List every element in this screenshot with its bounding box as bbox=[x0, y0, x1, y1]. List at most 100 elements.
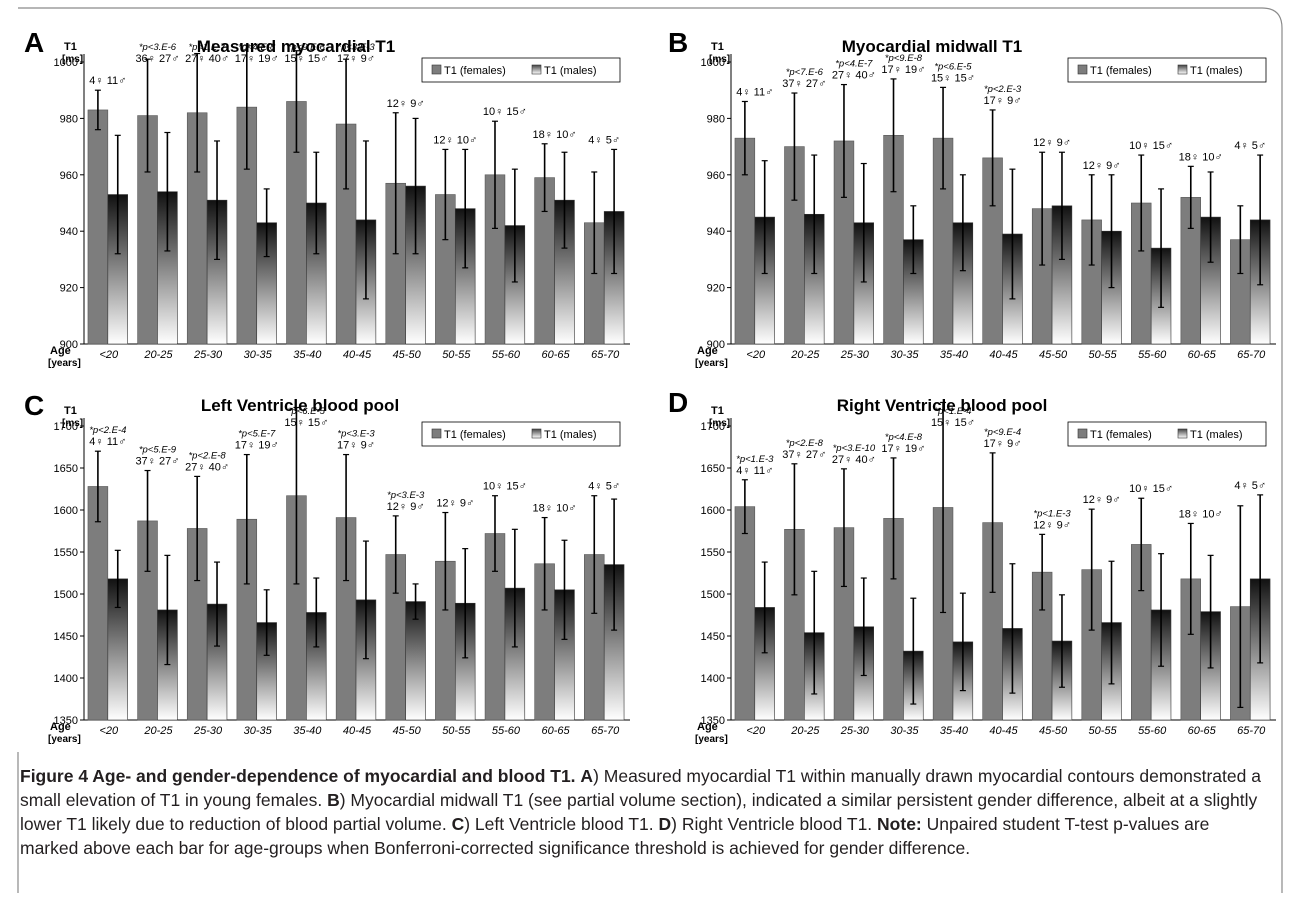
x-tick-label-C: 60-65 bbox=[541, 725, 570, 737]
count-label-C: 15♀ 15♂ bbox=[284, 417, 328, 429]
pvalue-label-D: *p<4.E-8 bbox=[885, 432, 923, 443]
count-label-A: 4♀ 11♂ bbox=[89, 75, 126, 87]
x-tick-label-C: 30-35 bbox=[244, 725, 273, 737]
x-tick-label-D: 65-70 bbox=[1237, 725, 1266, 737]
y-unit-label-C: T1 bbox=[64, 405, 77, 417]
x-tick-label-B: 25-30 bbox=[840, 349, 870, 361]
legend-label-female-A: T1 (females) bbox=[444, 65, 506, 77]
legend-swatch-male-A bbox=[531, 64, 542, 75]
count-label-D: 4♀ 11♂ bbox=[736, 465, 773, 477]
panel-title-C: Left Ventricle blood pool bbox=[201, 396, 399, 415]
pvalue-label-C: *p<2.E-4 bbox=[89, 425, 126, 436]
pvalue-label-B: *p<9.E-8 bbox=[885, 53, 923, 64]
pvalue-label-C: *p<3.E-3 bbox=[337, 429, 375, 440]
x-tick-label-A: 55-60 bbox=[492, 349, 521, 361]
x-tick-label-B: 40-45 bbox=[989, 349, 1018, 361]
count-label-B: 15♀ 15♂ bbox=[931, 72, 975, 84]
y-tick-label-C: 1550 bbox=[54, 547, 78, 559]
count-label-A: 36♀ 27♂ bbox=[135, 53, 179, 65]
x-tick-label-B: 65-70 bbox=[1237, 349, 1266, 361]
bar-female-D bbox=[734, 506, 756, 721]
y-tick-label-A: 940 bbox=[60, 226, 78, 238]
count-label-A: 27♀ 40♂ bbox=[185, 53, 229, 65]
x-unit-label-B: Age bbox=[697, 345, 718, 357]
y-unit-label-D: T1 bbox=[711, 405, 724, 417]
count-label-C: 27♀ 40♂ bbox=[185, 461, 229, 473]
x-tick-label-A: 20-25 bbox=[143, 349, 173, 361]
caption-text-c: ) Left Ventricle blood T1. bbox=[464, 814, 654, 834]
panel-title-D: Right Ventricle blood pool bbox=[837, 396, 1048, 415]
legend-label-female-C: T1 (females) bbox=[444, 429, 506, 441]
legend-label-female-B: T1 (females) bbox=[1090, 65, 1152, 77]
count-label-B: 12♀ 9♂ bbox=[1033, 137, 1071, 149]
y-tick-label-C: 1700 bbox=[54, 421, 78, 433]
y-tick-label-D: 1650 bbox=[701, 463, 725, 475]
x-tick-label-A: <20 bbox=[99, 349, 119, 361]
panel-letter-A: A bbox=[24, 27, 44, 58]
y-tick-label-D: 1700 bbox=[701, 421, 725, 433]
pvalue-label-B: *p<6.E-5 bbox=[934, 61, 972, 72]
x-tick-label-C: 40-45 bbox=[343, 725, 372, 737]
y-tick-label-C: 1500 bbox=[54, 589, 78, 601]
x-unit-label-D: [years] bbox=[695, 734, 728, 745]
y-unit-label-D: [ms] bbox=[709, 418, 730, 429]
legend-swatch-male-D bbox=[1177, 428, 1188, 439]
y-tick-label-C: 1450 bbox=[54, 631, 78, 643]
count-label-B: 4♀ 5♂ bbox=[1234, 140, 1266, 152]
pvalue-label-D: *p<1.E-3 bbox=[1033, 508, 1071, 519]
legend-swatch-male-C bbox=[531, 428, 542, 439]
count-label-C: 17♀ 9♂ bbox=[337, 440, 375, 452]
x-tick-label-C: 20-25 bbox=[143, 725, 173, 737]
x-tick-label-A: 50-55 bbox=[442, 349, 471, 361]
x-tick-label-D: 45-50 bbox=[1039, 725, 1068, 737]
y-unit-label-A: T1 bbox=[64, 41, 77, 53]
y-tick-label-C: 1400 bbox=[54, 673, 78, 685]
legend-box-D bbox=[1067, 421, 1267, 447]
count-label-C: 17♀ 19♂ bbox=[235, 440, 279, 452]
legend-label-male-C: T1 (males) bbox=[544, 429, 597, 441]
count-label-A: 4♀ 5♂ bbox=[588, 134, 620, 146]
panel-letter-D: D bbox=[668, 387, 688, 418]
pvalue-label-C: *p<5.E-9 bbox=[139, 445, 177, 456]
y-tick-label-B: 1000 bbox=[701, 57, 725, 69]
legend-label-female-D: T1 (females) bbox=[1090, 429, 1152, 441]
count-label-D: 18♀ 10♂ bbox=[1179, 508, 1223, 520]
x-unit-label-A: [years] bbox=[48, 358, 81, 369]
x-tick-label-B: 55-60 bbox=[1138, 349, 1167, 361]
caption-note-label: Note: bbox=[877, 814, 922, 834]
x-tick-label-C: 45-50 bbox=[393, 725, 422, 737]
pvalue-label-C: *p<5.E-7 bbox=[238, 429, 276, 440]
x-unit-label-A: Age bbox=[50, 345, 71, 357]
x-tick-label-A: 65-70 bbox=[591, 349, 620, 361]
y-tick-label-D: 1500 bbox=[701, 589, 725, 601]
x-unit-label-B: [years] bbox=[695, 358, 728, 369]
count-label-B: 18♀ 10♂ bbox=[1179, 151, 1223, 163]
x-tick-label-A: 40-45 bbox=[343, 349, 372, 361]
y-tick-label-C: 1650 bbox=[54, 463, 78, 475]
count-label-C: 18♀ 10♂ bbox=[533, 503, 577, 515]
count-label-D: 12♀ 9♂ bbox=[1033, 519, 1071, 531]
caption-letter-c: C bbox=[451, 814, 465, 834]
y-tick-label-D: 1450 bbox=[701, 631, 725, 643]
y-unit-label-B: [ms] bbox=[709, 54, 730, 65]
count-label-D: 12♀ 9♂ bbox=[1083, 494, 1121, 506]
x-tick-label-B: <20 bbox=[746, 349, 766, 361]
count-label-D: 17♀ 19♂ bbox=[881, 443, 925, 455]
x-tick-label-B: 35-40 bbox=[940, 349, 969, 361]
y-tick-label-B: 900 bbox=[707, 339, 725, 351]
x-tick-label-C: 50-55 bbox=[442, 725, 471, 737]
x-tick-label-B: 20-25 bbox=[790, 349, 820, 361]
y-tick-label-D: 1400 bbox=[701, 673, 725, 685]
pvalue-label-B: *p<4.E-7 bbox=[835, 59, 873, 70]
panel-title-B: Myocardial midwall T1 bbox=[842, 37, 1022, 56]
pvalue-label-A: *p<9.E-6 bbox=[288, 42, 326, 53]
pvalue-label-A: *p<3.E-6 bbox=[139, 42, 177, 53]
x-tick-label-D: 25-30 bbox=[840, 725, 870, 737]
y-tick-label-A: 920 bbox=[60, 283, 78, 295]
pvalue-label-D: *p<9.E-4 bbox=[984, 427, 1021, 438]
x-tick-label-A: 30-35 bbox=[244, 349, 273, 361]
x-unit-label-D: Age bbox=[697, 721, 718, 733]
y-tick-label-C: 1600 bbox=[54, 505, 78, 517]
x-tick-label-D: 60-65 bbox=[1188, 725, 1217, 737]
